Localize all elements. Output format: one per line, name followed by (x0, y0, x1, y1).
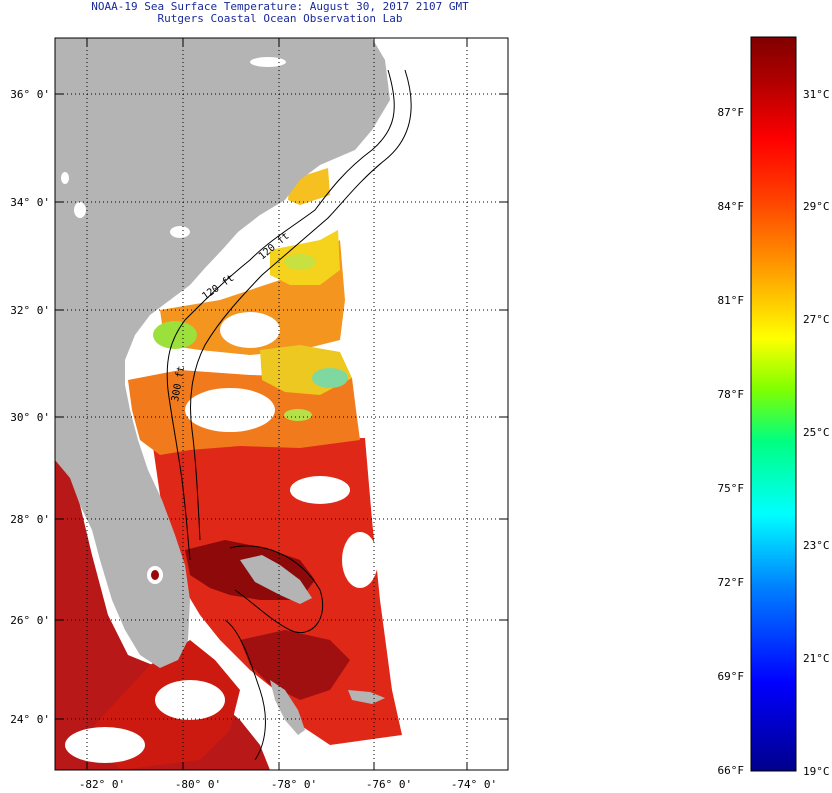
lat-label-32: 32° 0' (10, 304, 50, 317)
lon-label-76: -76° 0' (366, 778, 412, 791)
land-us-southeast (55, 38, 390, 668)
lat-label-28: 28° 0' (10, 513, 50, 526)
sst-cool-patch-3 (284, 409, 312, 421)
colorbar-c-27: 27°C (803, 313, 830, 326)
colorbar-c-25: 25°C (803, 426, 830, 439)
lon-label-82: -82° 0' (79, 778, 125, 791)
sst-gulf-region (55, 460, 270, 770)
land-lake-4 (61, 172, 69, 184)
colorbar-f-69: 69°F (718, 670, 745, 683)
sst-cool-patch-1 (153, 321, 197, 349)
lon-label-78: -78° 0' (271, 778, 317, 791)
cloud-gap-1 (185, 388, 275, 432)
map-subtitle: Rutgers Coastal Ocean Observation Lab (157, 12, 403, 25)
colorbar-f-72: 72°F (718, 576, 745, 589)
map-ticks (55, 38, 508, 770)
depth-contour-120ft (166, 69, 395, 561)
colorbar-c-23: 23°C (803, 539, 830, 552)
land-bahamas-3 (348, 690, 385, 704)
lon-label-74: -74° 0' (451, 778, 497, 791)
lat-label-24: 24° 0' (10, 713, 50, 726)
lat-label-36: 36° 0' (10, 88, 50, 101)
lat-label-34: 34° 0' (10, 196, 50, 209)
sst-cool-patch-2 (312, 368, 348, 388)
sst-bahama-banks-2 (240, 630, 350, 700)
cloud-gap-4 (342, 532, 378, 588)
sst-swath-north (288, 168, 330, 205)
cloud-gap-5 (155, 680, 225, 720)
land-bahamas-2 (270, 680, 305, 735)
map-frame (54, 37, 509, 771)
cloud-gap-3 (290, 476, 350, 504)
colorbar-f-87: 87°F (718, 106, 745, 119)
colorbar-f-84: 84°F (718, 200, 745, 213)
land-lake-3 (170, 226, 190, 238)
colorbar-f-75: 75°F (718, 482, 745, 495)
lat-label-26: 26° 0' (10, 614, 50, 627)
cloud-gap-2 (220, 312, 280, 348)
colorbar-c-29: 29°C (803, 200, 830, 213)
land-lake-1 (250, 57, 286, 67)
colorbar-gradient (750, 36, 797, 772)
colorbar-f-66: 66°F (718, 764, 745, 777)
colorbar-c-21: 21°C (803, 652, 830, 665)
land-lake-2 (74, 202, 86, 218)
land-bahamas-1 (240, 555, 312, 604)
land-lake-okeechobee-center (151, 570, 159, 580)
colorbar-c-31: 31°C (803, 88, 830, 101)
cloud-gap-6 (65, 727, 145, 763)
colorbar-c-19: 19°C (803, 765, 830, 778)
colorbar: 87°F 84°F 81°F 78°F 75°F 72°F 69°F 66°F … (718, 36, 830, 778)
colorbar-f-81: 81°F (718, 294, 745, 307)
lon-label-80: -80° 0' (175, 778, 221, 791)
colorbar-f-78: 78°F (718, 388, 745, 401)
lat-label-30: 30° 0' (10, 411, 50, 424)
depth-contour-300ft (190, 69, 412, 541)
sst-map: 120 ft 120 ft 300 ft (55, 38, 508, 770)
map-title: NOAA-19 Sea Surface Temperature: August … (91, 0, 469, 13)
sst-cool-patch-4 (284, 254, 316, 270)
